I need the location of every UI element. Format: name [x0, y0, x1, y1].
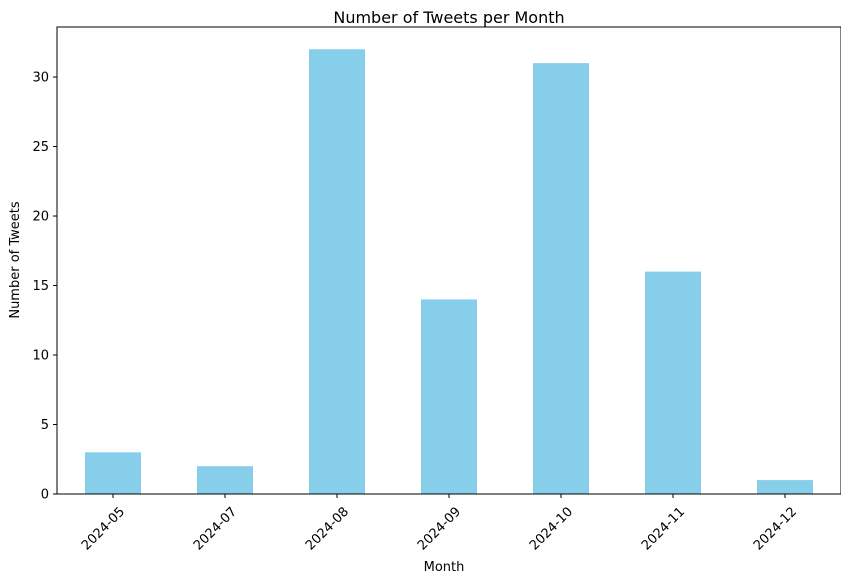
- bar-2024-05: [85, 452, 141, 494]
- bar-2024-12: [757, 480, 813, 494]
- y-tick-label: 0: [41, 488, 49, 503]
- y-tick-label: 20: [32, 210, 49, 225]
- x-tick-label: 2024-07: [191, 504, 240, 553]
- x-tick-label: 2024-10: [527, 504, 576, 553]
- bar-2024-08: [309, 49, 365, 494]
- y-tick-label: 5: [41, 418, 49, 433]
- chart-title: Number of Tweets per Month: [333, 8, 564, 27]
- x-tick-label: 2024-12: [751, 504, 800, 553]
- bar-2024-09: [421, 299, 477, 494]
- bar-2024-10: [533, 63, 589, 495]
- x-tick-label: 2024-05: [79, 504, 128, 553]
- x-axis-ticks: 2024-05 2024-07 2024-08 2024-09 2024-10 2024-…: [79, 494, 800, 553]
- bar-2024-07: [197, 466, 253, 494]
- bar-2024-11: [645, 271, 701, 494]
- y-tick-label: 15: [32, 279, 49, 294]
- y-tick-label: 25: [32, 140, 49, 155]
- bar-group: [85, 49, 813, 495]
- y-axis-label: Number of Tweets: [8, 201, 23, 319]
- y-axis-ticks: 0 5 10 15 20 25 30: [32, 71, 57, 503]
- x-tick-label: 2024-08: [303, 504, 352, 553]
- y-tick-label: 30: [32, 71, 49, 86]
- x-axis-label: Month: [424, 560, 465, 575]
- x-tick-label: 2024-11: [639, 504, 688, 553]
- x-tick-label: 2024-09: [415, 504, 464, 553]
- y-tick-label: 10: [32, 349, 49, 364]
